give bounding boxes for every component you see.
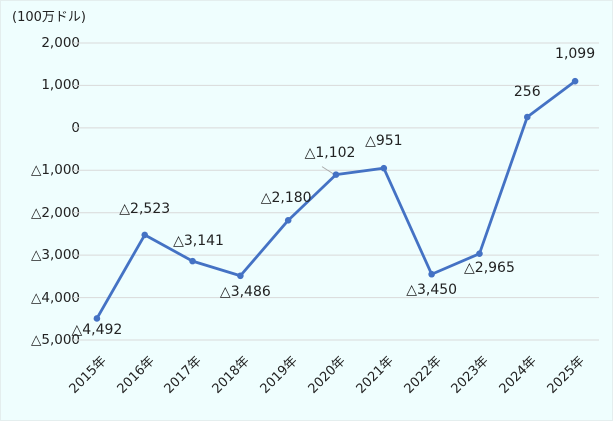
data-label: 256 [513, 83, 541, 100]
data-label: △3,141 [173, 233, 224, 250]
data-point [380, 164, 388, 172]
leader-line [321, 166, 334, 174]
y-tick-label: △2,000 [30, 204, 80, 221]
y-tick-label: △1,000 [30, 162, 80, 179]
data-point [476, 250, 483, 257]
data-point [428, 270, 435, 278]
data-label: △2,180 [260, 190, 312, 207]
data-point [571, 77, 579, 85]
y-tick-label: 2,000 [41, 35, 80, 51]
y-tick-label: △4,000 [30, 289, 80, 306]
data-label: △3,450 [406, 282, 458, 299]
data-label: △3,486 [219, 283, 271, 300]
data-label: △2,523 [119, 200, 171, 217]
y-tick-label: △3,000 [30, 247, 80, 264]
series-line [95, 80, 576, 320]
data-label: △1,102 [304, 144, 356, 161]
data-point [141, 231, 149, 239]
data-point [523, 113, 531, 121]
data-label: 1,099 [555, 46, 596, 63]
y-tick-label: △5,000 [30, 332, 80, 348]
data-point [189, 257, 196, 265]
data-label: △951 [365, 133, 403, 150]
y-axis-unit-label: (100万ドル) [12, 10, 86, 25]
data-point [93, 315, 101, 322]
y-tick-label: 1,000 [41, 77, 80, 94]
data-point [332, 171, 340, 178]
data-label: △2,965 [464, 259, 515, 276]
data-label: △4,492 [71, 322, 123, 339]
data-point [284, 217, 292, 224]
data-point [237, 272, 244, 280]
